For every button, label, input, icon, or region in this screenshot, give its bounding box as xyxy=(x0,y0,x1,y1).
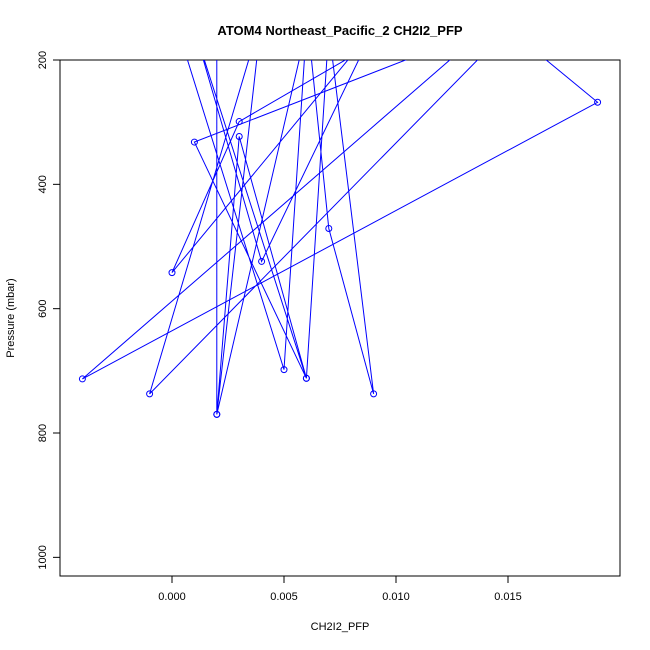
data-point xyxy=(325,224,333,232)
data-point xyxy=(258,257,266,265)
data-point xyxy=(302,374,310,382)
data-point xyxy=(168,269,176,277)
data-point xyxy=(235,132,243,140)
y-tick-label: 200 xyxy=(37,51,49,69)
y-axis: 200 400 600 800 1000 xyxy=(37,51,60,570)
data-point xyxy=(146,390,154,398)
y-tick-label: 1000 xyxy=(37,545,49,569)
x-tick-label: 0.010 xyxy=(382,591,410,603)
data-point xyxy=(213,410,221,418)
data-point xyxy=(594,98,602,106)
data-point xyxy=(370,390,378,398)
series-line xyxy=(82,60,599,415)
x-tick-label: 0.015 xyxy=(494,591,522,603)
y-tick-label: 800 xyxy=(37,424,49,442)
data-point xyxy=(235,118,243,126)
x-tick-label: 0.005 xyxy=(270,591,298,603)
x-axis: 0.000 0.005 0.010 0.015 xyxy=(158,576,522,603)
x-axis-label: CH2I2_PFP xyxy=(311,621,370,633)
x-tick-label: 0.000 xyxy=(158,591,186,603)
y-axis-label: Pressure (mbar) xyxy=(5,278,17,357)
data-point xyxy=(78,375,86,383)
data-point xyxy=(280,366,288,374)
marker-layer xyxy=(78,98,602,418)
chart-title: ATOM4 Northeast_Pacific_2 CH2I2_PFP xyxy=(217,23,462,38)
y-tick-label: 400 xyxy=(37,175,49,193)
data-point xyxy=(190,138,198,146)
series-layer xyxy=(82,60,599,415)
plot-area-frame xyxy=(59,59,621,577)
y-tick-label: 600 xyxy=(37,299,49,317)
